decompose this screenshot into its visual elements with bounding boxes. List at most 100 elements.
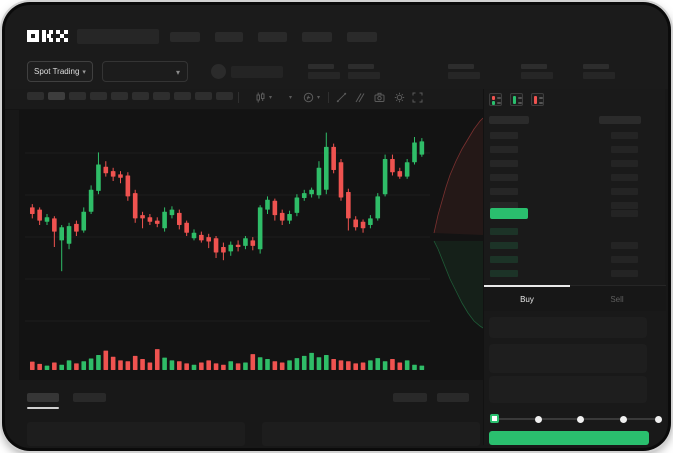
amount-column-header: [599, 116, 641, 124]
bottom-tab[interactable]: [73, 393, 106, 402]
parallel-lines-icon[interactable]: [354, 92, 365, 103]
last-price-row[interactable]: [489, 208, 661, 222]
candlestick-chart[interactable]: [25, 115, 430, 335]
nav-item[interactable]: [258, 32, 287, 42]
pair-dropdown[interactable]: ▾: [102, 61, 188, 82]
orderbook-row[interactable]: [489, 267, 661, 280]
orderbook-row[interactable]: [489, 185, 661, 198]
camera-icon[interactable]: [374, 92, 385, 103]
bottom-action[interactable]: [393, 393, 427, 402]
orderbook-asks-icon[interactable]: [531, 93, 544, 106]
slider-stop-25[interactable]: [534, 415, 542, 423]
orderbook-bids-icon[interactable]: [510, 93, 523, 106]
interval-chevron-icon[interactable]: ▾: [289, 95, 293, 101]
candle-type-icon[interactable]: [255, 92, 266, 103]
sell-tab-label: Sell: [610, 294, 624, 304]
orderbook-row[interactable]: [489, 225, 661, 238]
timeframe-slot[interactable]: [111, 92, 128, 100]
timeframe-slot[interactable]: [27, 92, 44, 100]
ticker-stat: [348, 64, 380, 79]
active-tab-indicator: [484, 285, 570, 287]
last-price-badge: [490, 208, 528, 219]
timeframe-slot[interactable]: [90, 92, 107, 100]
timeframe-slot[interactable]: [69, 92, 86, 100]
timeframe-slot[interactable]: [48, 92, 65, 100]
ticker-stat: [521, 64, 553, 79]
total-input[interactable]: [489, 376, 647, 403]
chart-region: [19, 110, 483, 380]
price-input[interactable]: [489, 317, 647, 338]
nav-item[interactable]: [347, 32, 377, 42]
ticker-stat: [583, 64, 615, 79]
indicators-icon[interactable]: [303, 92, 314, 103]
depth-overlay: [433, 117, 483, 329]
tab-buy[interactable]: Buy: [484, 286, 570, 312]
bid-rows: [489, 225, 661, 281]
timeframe-row: [27, 92, 233, 100]
ticker-stat: [448, 64, 480, 79]
orderbook-row[interactable]: [489, 143, 661, 156]
amount-input[interactable]: [489, 344, 647, 373]
orderbook-row[interactable]: [489, 157, 661, 170]
timeframe-slot[interactable]: [174, 92, 191, 100]
orderbook-row[interactable]: [489, 253, 661, 266]
amount-placeholder: [611, 210, 638, 217]
buy-tab-label: Buy: [520, 294, 534, 304]
price-column-header: [489, 116, 529, 124]
slider-stop-75[interactable]: [619, 415, 627, 423]
fullscreen-icon[interactable]: [412, 92, 423, 103]
coin-avatar[interactable]: [211, 64, 226, 79]
pair-name-placeholder: [231, 66, 283, 78]
market-type-selector[interactable]: Spot Trading ▾: [27, 61, 93, 82]
orderbook-row[interactable]: [489, 129, 661, 142]
bottom-action[interactable]: [437, 393, 469, 402]
trade-form: [484, 311, 666, 445]
orderbook-row[interactable]: [489, 171, 661, 184]
timeframe-slot[interactable]: [216, 92, 233, 100]
ticker-placeholder: [77, 29, 159, 44]
tab-sell[interactable]: Sell: [574, 286, 660, 312]
timeframe-slot[interactable]: [153, 92, 170, 100]
divider: [238, 92, 239, 103]
orders-panel-right: [262, 422, 480, 446]
orderbook-row[interactable]: [489, 199, 661, 212]
top-nav: [170, 32, 377, 42]
bottom-tab-active[interactable]: [27, 393, 59, 402]
chevron-down-icon: ▾: [269, 95, 273, 101]
orderbook-header: [489, 116, 661, 124]
market-type-label: Spot Trading: [34, 67, 80, 76]
order-panel: Buy Sell: [483, 89, 666, 445]
orderbook-combined-icon[interactable]: [489, 93, 502, 106]
divider: [328, 92, 329, 103]
orderbook-view-toggles: [489, 93, 544, 106]
market-bar: Spot Trading ▾ ▾: [5, 55, 668, 89]
chevron-down-icon: ▾: [175, 68, 180, 77]
trade-tabs: Buy Sell: [484, 285, 666, 311]
trend-line-icon[interactable]: [336, 92, 347, 103]
orderbook-row[interactable]: [489, 239, 661, 252]
volume-bars: [30, 349, 425, 370]
trading-app-screen: Spot Trading ▾ ▾ ▾: [5, 5, 668, 448]
active-tab-underline: [27, 407, 59, 409]
ticker-stat: [308, 64, 340, 79]
orders-panel-left: [27, 422, 245, 446]
slider-handle[interactable]: [490, 414, 499, 423]
amount-slider[interactable]: [490, 414, 663, 424]
top-bar: [5, 5, 668, 55]
nav-item[interactable]: [302, 32, 332, 42]
nav-item[interactable]: [215, 32, 243, 42]
timeframe-slot[interactable]: [195, 92, 212, 100]
timeframe-slot[interactable]: [132, 92, 149, 100]
gear-icon[interactable]: [394, 92, 405, 103]
slider-stop-100[interactable]: [655, 415, 663, 423]
slider-stop-50[interactable]: [577, 415, 584, 423]
ask-rows: [489, 129, 661, 213]
chevron-down-icon: ▾: [317, 95, 321, 101]
nav-item[interactable]: [170, 32, 200, 42]
buy-submit-button[interactable]: [489, 431, 649, 445]
chart-toolbar: ▾ ▾ ▾: [5, 89, 483, 110]
okx-logo: [27, 30, 68, 42]
chevron-down-icon: ▾: [82, 68, 86, 76]
